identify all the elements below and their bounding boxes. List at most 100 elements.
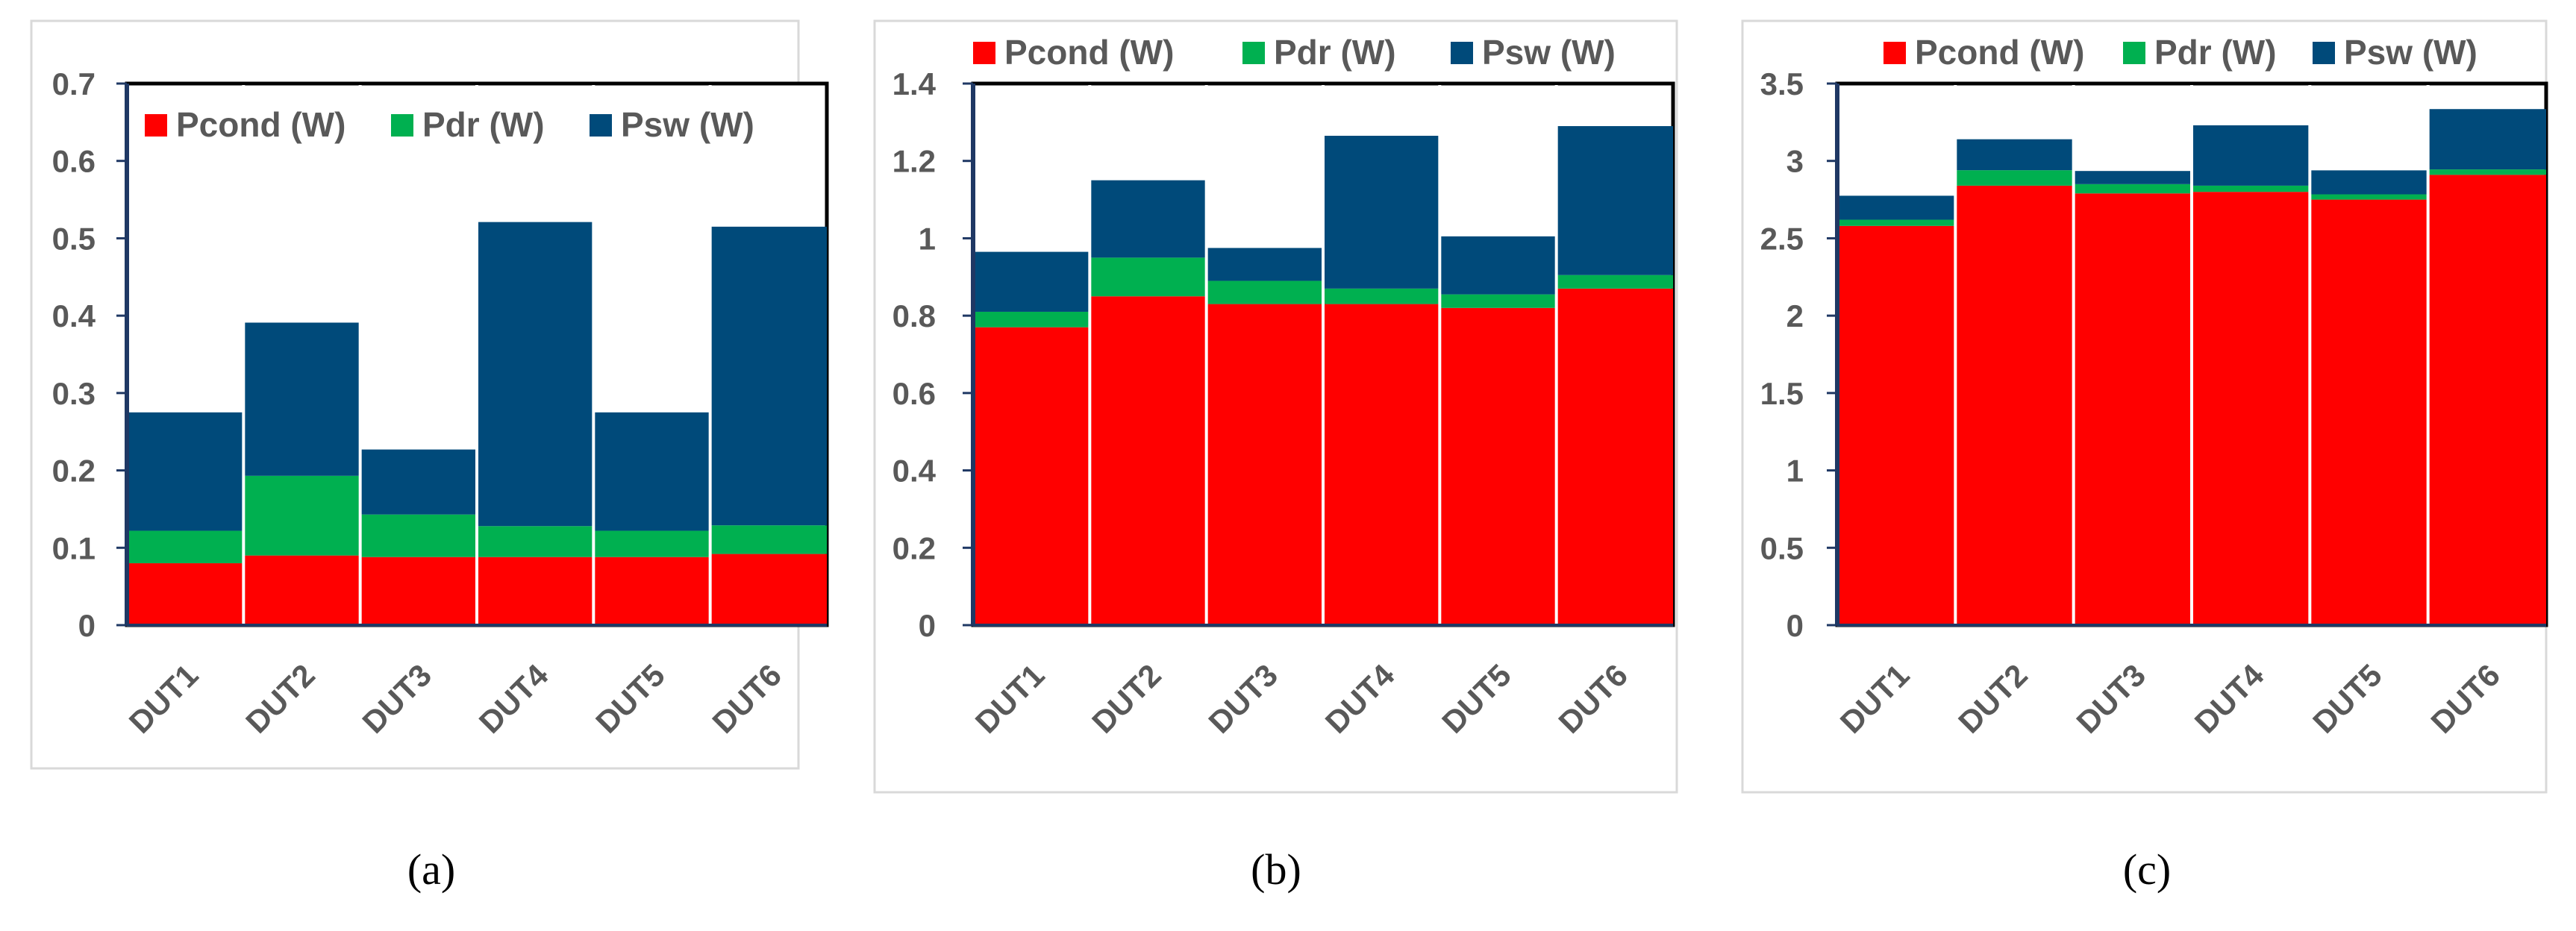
legend-swatch-pcond (1883, 42, 1906, 64)
bar-dut2-psw (243, 322, 360, 476)
legend-swatch-pdr (391, 114, 413, 137)
chart-panel-1: DUT1 DUT2 DUT3 DUT4 DUT5 DUT600.10.20.30.40.5… (30, 19, 829, 770)
bar-dut5-psw (1439, 236, 1557, 295)
bar-dut1-pcond (1837, 225, 1956, 625)
bar-dut1-pcond (127, 563, 244, 625)
legend-swatch-pdr (2123, 42, 2145, 64)
legend-swatch-psw (590, 114, 612, 137)
legend-label-pcond: Pcond (W) (176, 105, 346, 144)
bar-dut1-pdr (973, 311, 1090, 327)
y-tick-label: 1 (919, 221, 936, 256)
bar-dut1-psw (1837, 195, 1956, 220)
bar-dut3-pdr (1206, 280, 1323, 304)
bar-dut3-pcond (2073, 193, 2192, 625)
y-tick-label: 1.4 (892, 66, 937, 101)
y-tick-label: 1 (1786, 454, 1804, 489)
bar-dut3-pcond (360, 557, 477, 625)
bar-dut2-pcond (1955, 185, 2074, 626)
y-tick-label: 0.7 (52, 66, 96, 101)
y-tick-label: 0.6 (52, 144, 96, 179)
bar-dut6-pdr (710, 525, 827, 554)
bar-dut5-pdr (1439, 294, 1557, 308)
legend-swatch-pcond (973, 42, 995, 64)
y-tick-label: 0 (78, 608, 96, 643)
y-tick-label: 2.5 (1760, 221, 1804, 256)
bar-dut4-pdr (2192, 185, 2310, 192)
bar-dut3-psw (1206, 248, 1323, 281)
legend-label-pdr: Pdr (W) (422, 105, 545, 144)
bar-dut5-pcond (1439, 307, 1557, 625)
y-tick-label: 0.6 (892, 376, 936, 411)
bar-dut5-pdr (593, 530, 710, 557)
y-tick-label: 0.1 (52, 530, 96, 565)
bar-dut6-psw (2427, 109, 2546, 170)
bar-dut2-pcond (243, 555, 360, 625)
bar-dut6-pcond (710, 554, 827, 625)
y-tick-label: 0.8 (892, 298, 936, 333)
y-tick-label: 0.2 (892, 530, 936, 565)
legend-label-pcond: Pcond (W) (1004, 33, 1174, 72)
chart-panel-3: DUT1 DUT2 DUT3 DUT4 DUT5 DUT600.511.522.533.5… (1741, 19, 2548, 794)
bar-dut1-psw (127, 412, 244, 531)
y-tick-label: 3.5 (1760, 66, 1804, 101)
legend-label-psw: Psw (W) (621, 105, 754, 144)
legend-swatch-pdr (1242, 42, 1265, 64)
bar-dut3-pdr (360, 514, 477, 557)
bar-dut6-psw (710, 226, 827, 526)
bar-dut2-pdr (1090, 257, 1207, 297)
bar-dut2-pdr (1955, 170, 2074, 186)
bar-dut6-pdr (2427, 169, 2546, 175)
bar-dut4-pcond (477, 557, 594, 625)
bar-dut4-psw (2192, 125, 2310, 186)
bar-dut1-psw (973, 251, 1090, 312)
panel-label-2: (b) (1251, 845, 1301, 894)
bar-dut2-pcond (1090, 296, 1207, 625)
y-tick-label: 0.4 (52, 298, 96, 333)
bar-dut5-pcond (2310, 199, 2428, 626)
y-tick-label: 0.5 (1760, 530, 1804, 565)
y-tick-label: 0.3 (52, 376, 96, 411)
bar-dut3-psw (360, 449, 477, 515)
legend-label-psw: Psw (W) (1482, 33, 1616, 72)
legend-swatch-psw (2313, 42, 2335, 64)
legend-swatch-psw (1451, 42, 1473, 64)
legend-label-pdr: Pdr (W) (1274, 33, 1396, 72)
y-tick-label: 1.5 (1760, 376, 1804, 411)
bar-dut1-pdr (1837, 219, 1956, 226)
bar-dut6-psw (1556, 126, 1673, 275)
panel-label-1: (a) (407, 845, 455, 894)
bar-dut5-psw (593, 412, 710, 531)
bar-dut4-psw (1323, 136, 1440, 289)
chart-panel-2: DUT1 DUT2 DUT3 DUT4 DUT5 DUT600.20.40.60.811.… (873, 19, 1678, 794)
legend-label-pcond: Pcond (W) (1915, 33, 2084, 72)
bar-dut5-pcond (593, 557, 710, 625)
y-tick-label: 3 (1786, 144, 1804, 179)
bar-dut2-psw (1090, 180, 1207, 258)
bar-dut1-pdr (127, 530, 244, 564)
bar-dut3-psw (2073, 171, 2192, 184)
bar-dut4-psw (477, 222, 594, 527)
y-tick-label: 0 (1786, 608, 1804, 643)
bar-dut3-pcond (1206, 304, 1323, 625)
bar-dut5-psw (2310, 170, 2428, 195)
bar-dut1-pcond (973, 327, 1090, 625)
bar-dut4-pcond (2192, 192, 2310, 625)
bar-dut5-pdr (2310, 194, 2428, 200)
y-tick-label: 0.5 (52, 221, 96, 256)
y-tick-label: 0 (919, 608, 936, 643)
bar-dut6-pcond (1556, 288, 1673, 625)
panel-label-3: (c) (2123, 845, 2171, 894)
legend-swatch-pcond (145, 114, 167, 137)
bar-dut4-pcond (1323, 304, 1440, 625)
y-tick-label: 0.2 (52, 454, 96, 489)
bar-dut2-psw (1955, 139, 2074, 171)
bar-dut2-pdr (243, 475, 360, 556)
y-tick-label: 2 (1786, 298, 1804, 333)
bar-dut4-pdr (1323, 288, 1440, 304)
bar-dut4-pdr (477, 526, 594, 557)
bar-dut6-pcond (2427, 175, 2546, 625)
legend-label-pdr: Pdr (W) (2154, 33, 2277, 72)
bar-dut3-pdr (2073, 184, 2192, 194)
y-tick-label: 0.4 (892, 454, 937, 489)
